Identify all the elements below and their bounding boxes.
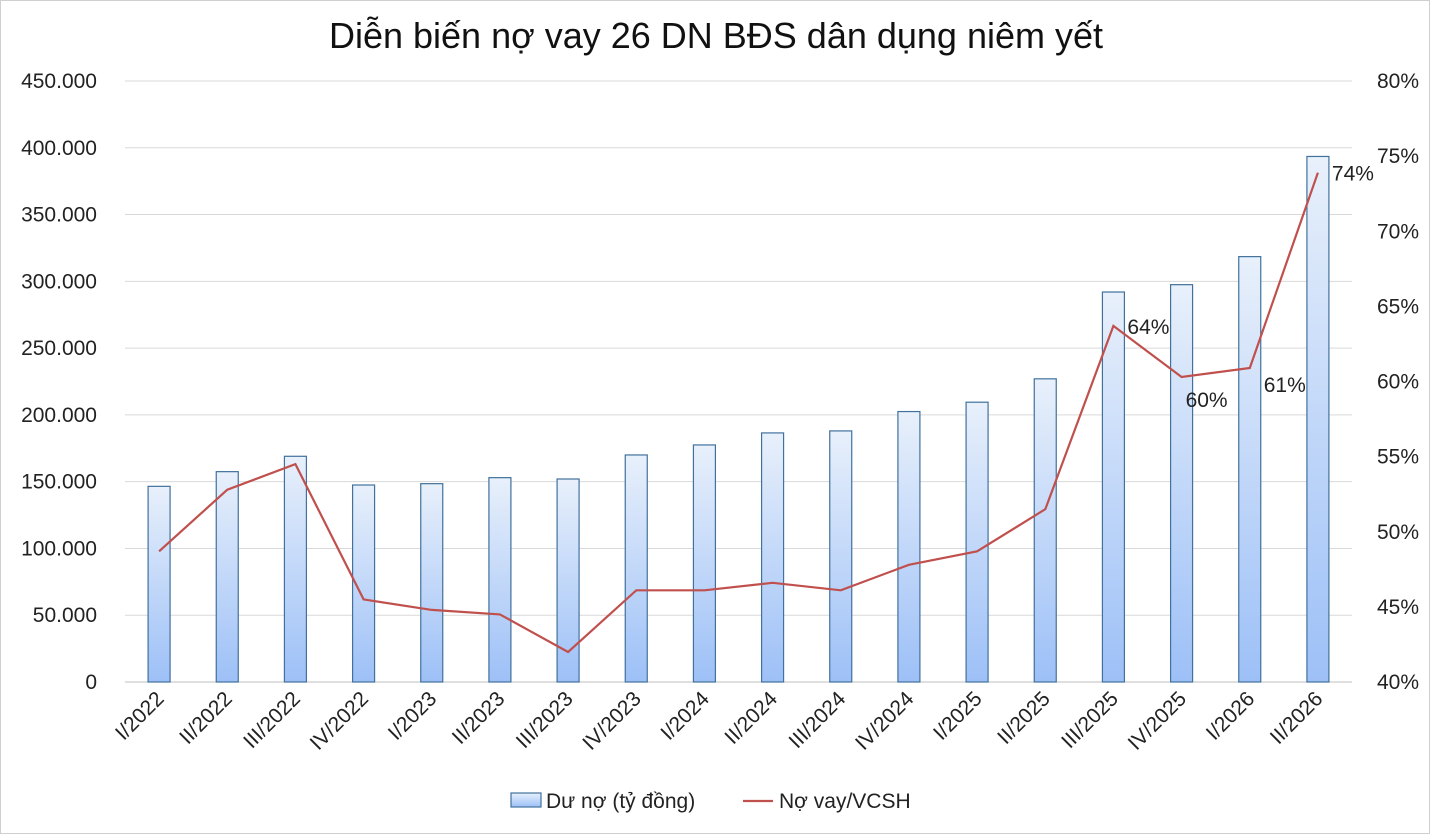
right-tick-label: 50%	[1377, 521, 1419, 544]
x-tick-label: III/2022	[239, 687, 305, 753]
bar	[760, 432, 785, 683]
data-labels: 64% 60% 61% 74%	[1127, 163, 1374, 412]
x-tick-label: II/2025	[993, 687, 1055, 749]
right-tick-label: 60%	[1377, 371, 1419, 394]
bar	[1238, 256, 1262, 683]
bar	[965, 401, 989, 683]
bar	[897, 410, 921, 683]
x-tick-label: III/2025	[1057, 687, 1123, 753]
x-tick-label: IV/2023	[578, 687, 645, 754]
legend-swatch-bar	[510, 792, 542, 808]
right-tick-label: 45%	[1377, 596, 1419, 619]
line-series	[158, 172, 1319, 654]
bar	[692, 444, 717, 683]
chart-title: Diễn biến nợ vay 26 DN BĐS dân dụng niêm…	[329, 15, 1103, 56]
bar	[147, 485, 171, 683]
bar	[1306, 155, 1330, 683]
bar-series	[147, 155, 1330, 683]
x-tick-label: I/2025	[929, 687, 987, 745]
x-tick-label: I/2026	[1202, 687, 1260, 745]
left-tick-label: 250.000	[21, 337, 97, 360]
left-tick-label: 400.000	[21, 137, 97, 160]
bar	[488, 477, 512, 683]
x-axis-ticks: I/2022 II/2022 III/2022 IV/2022 I/2023 II/202…	[111, 687, 1327, 755]
x-tick-label: IV/2022	[306, 687, 373, 754]
bar	[556, 478, 580, 683]
ratio-line	[158, 172, 1319, 654]
x-tick-label: II/2023	[448, 687, 510, 749]
x-tick-label: I/2022	[111, 687, 169, 745]
bar	[420, 483, 444, 683]
left-tick-label: 200.000	[21, 404, 97, 427]
left-tick-label: 300.000	[21, 270, 97, 293]
left-axis-ticks: 0 50.000 100.000 150.000 200.000 250.000 300.0…	[21, 70, 97, 694]
data-label: 60%	[1186, 389, 1228, 412]
legend-label-bar: Dư nợ (tỷ đồng)	[546, 790, 695, 813]
right-tick-label: 80%	[1377, 70, 1419, 93]
right-tick-label: 70%	[1377, 220, 1419, 243]
x-tick-label: III/2023	[512, 687, 578, 753]
x-tick-label: II/2022	[175, 687, 237, 749]
bar	[1169, 284, 1194, 683]
x-tick-label: IV/2025	[1124, 687, 1191, 754]
left-tick-label: 350.000	[21, 204, 97, 227]
right-tick-label: 65%	[1377, 295, 1419, 318]
left-tick-label: 100.000	[21, 537, 97, 560]
bar	[283, 455, 308, 683]
right-tick-label: 75%	[1377, 145, 1419, 168]
gridlines	[125, 80, 1352, 683]
bar	[215, 471, 239, 683]
x-tick-label: I/2024	[656, 687, 714, 745]
bar	[1033, 378, 1057, 683]
x-tick-label: IV/2024	[851, 687, 919, 755]
x-tick-label: I/2023	[384, 687, 442, 745]
legend-label-line: Nợ vay/VCSH	[779, 790, 911, 813]
data-label: 64%	[1127, 316, 1169, 339]
bar	[624, 454, 648, 683]
x-tick-label: III/2024	[784, 687, 850, 753]
x-tick-label: II/2026	[1266, 687, 1328, 749]
bar	[351, 484, 376, 683]
left-tick-label: 50.000	[33, 604, 97, 627]
right-axis-ticks: 40% 45% 50% 55% 60% 65% 70% 75% 80%	[1377, 70, 1419, 694]
left-tick-label: 150.000	[21, 471, 97, 494]
data-label: 74%	[1332, 163, 1374, 186]
right-tick-label: 55%	[1377, 446, 1419, 469]
x-tick-label: II/2024	[720, 687, 782, 749]
left-tick-label: 0	[85, 671, 97, 694]
data-label: 61%	[1264, 374, 1306, 397]
bar	[1101, 291, 1126, 683]
legend: Dư nợ (tỷ đồng) Nợ vay/VCSH	[510, 790, 911, 813]
bar	[829, 430, 853, 683]
right-tick-label: 40%	[1377, 671, 1419, 694]
left-tick-label: 450.000	[21, 70, 97, 93]
